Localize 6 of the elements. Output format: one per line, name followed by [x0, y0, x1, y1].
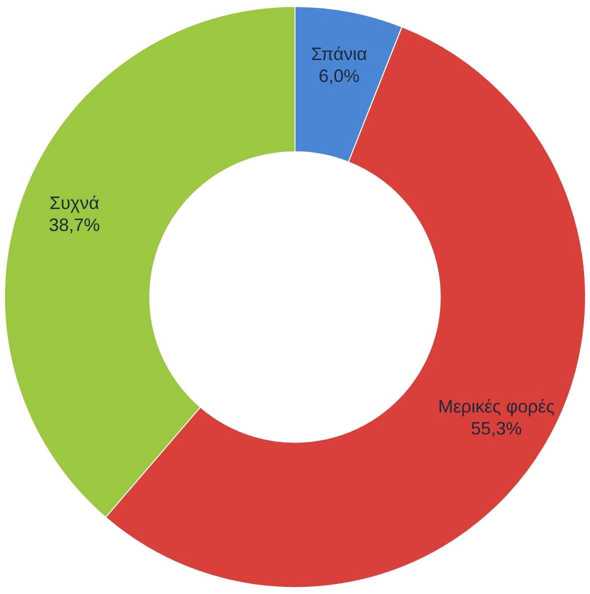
data-label: 38,7%	[48, 215, 100, 236]
data-label: 55,3%	[470, 418, 522, 439]
data-label: 6,0%	[318, 66, 360, 86]
slice-label: Σπάνια	[310, 44, 368, 64]
slice-label: Συχνά	[49, 193, 100, 214]
slice-label: Μερικές φορές	[438, 396, 556, 417]
